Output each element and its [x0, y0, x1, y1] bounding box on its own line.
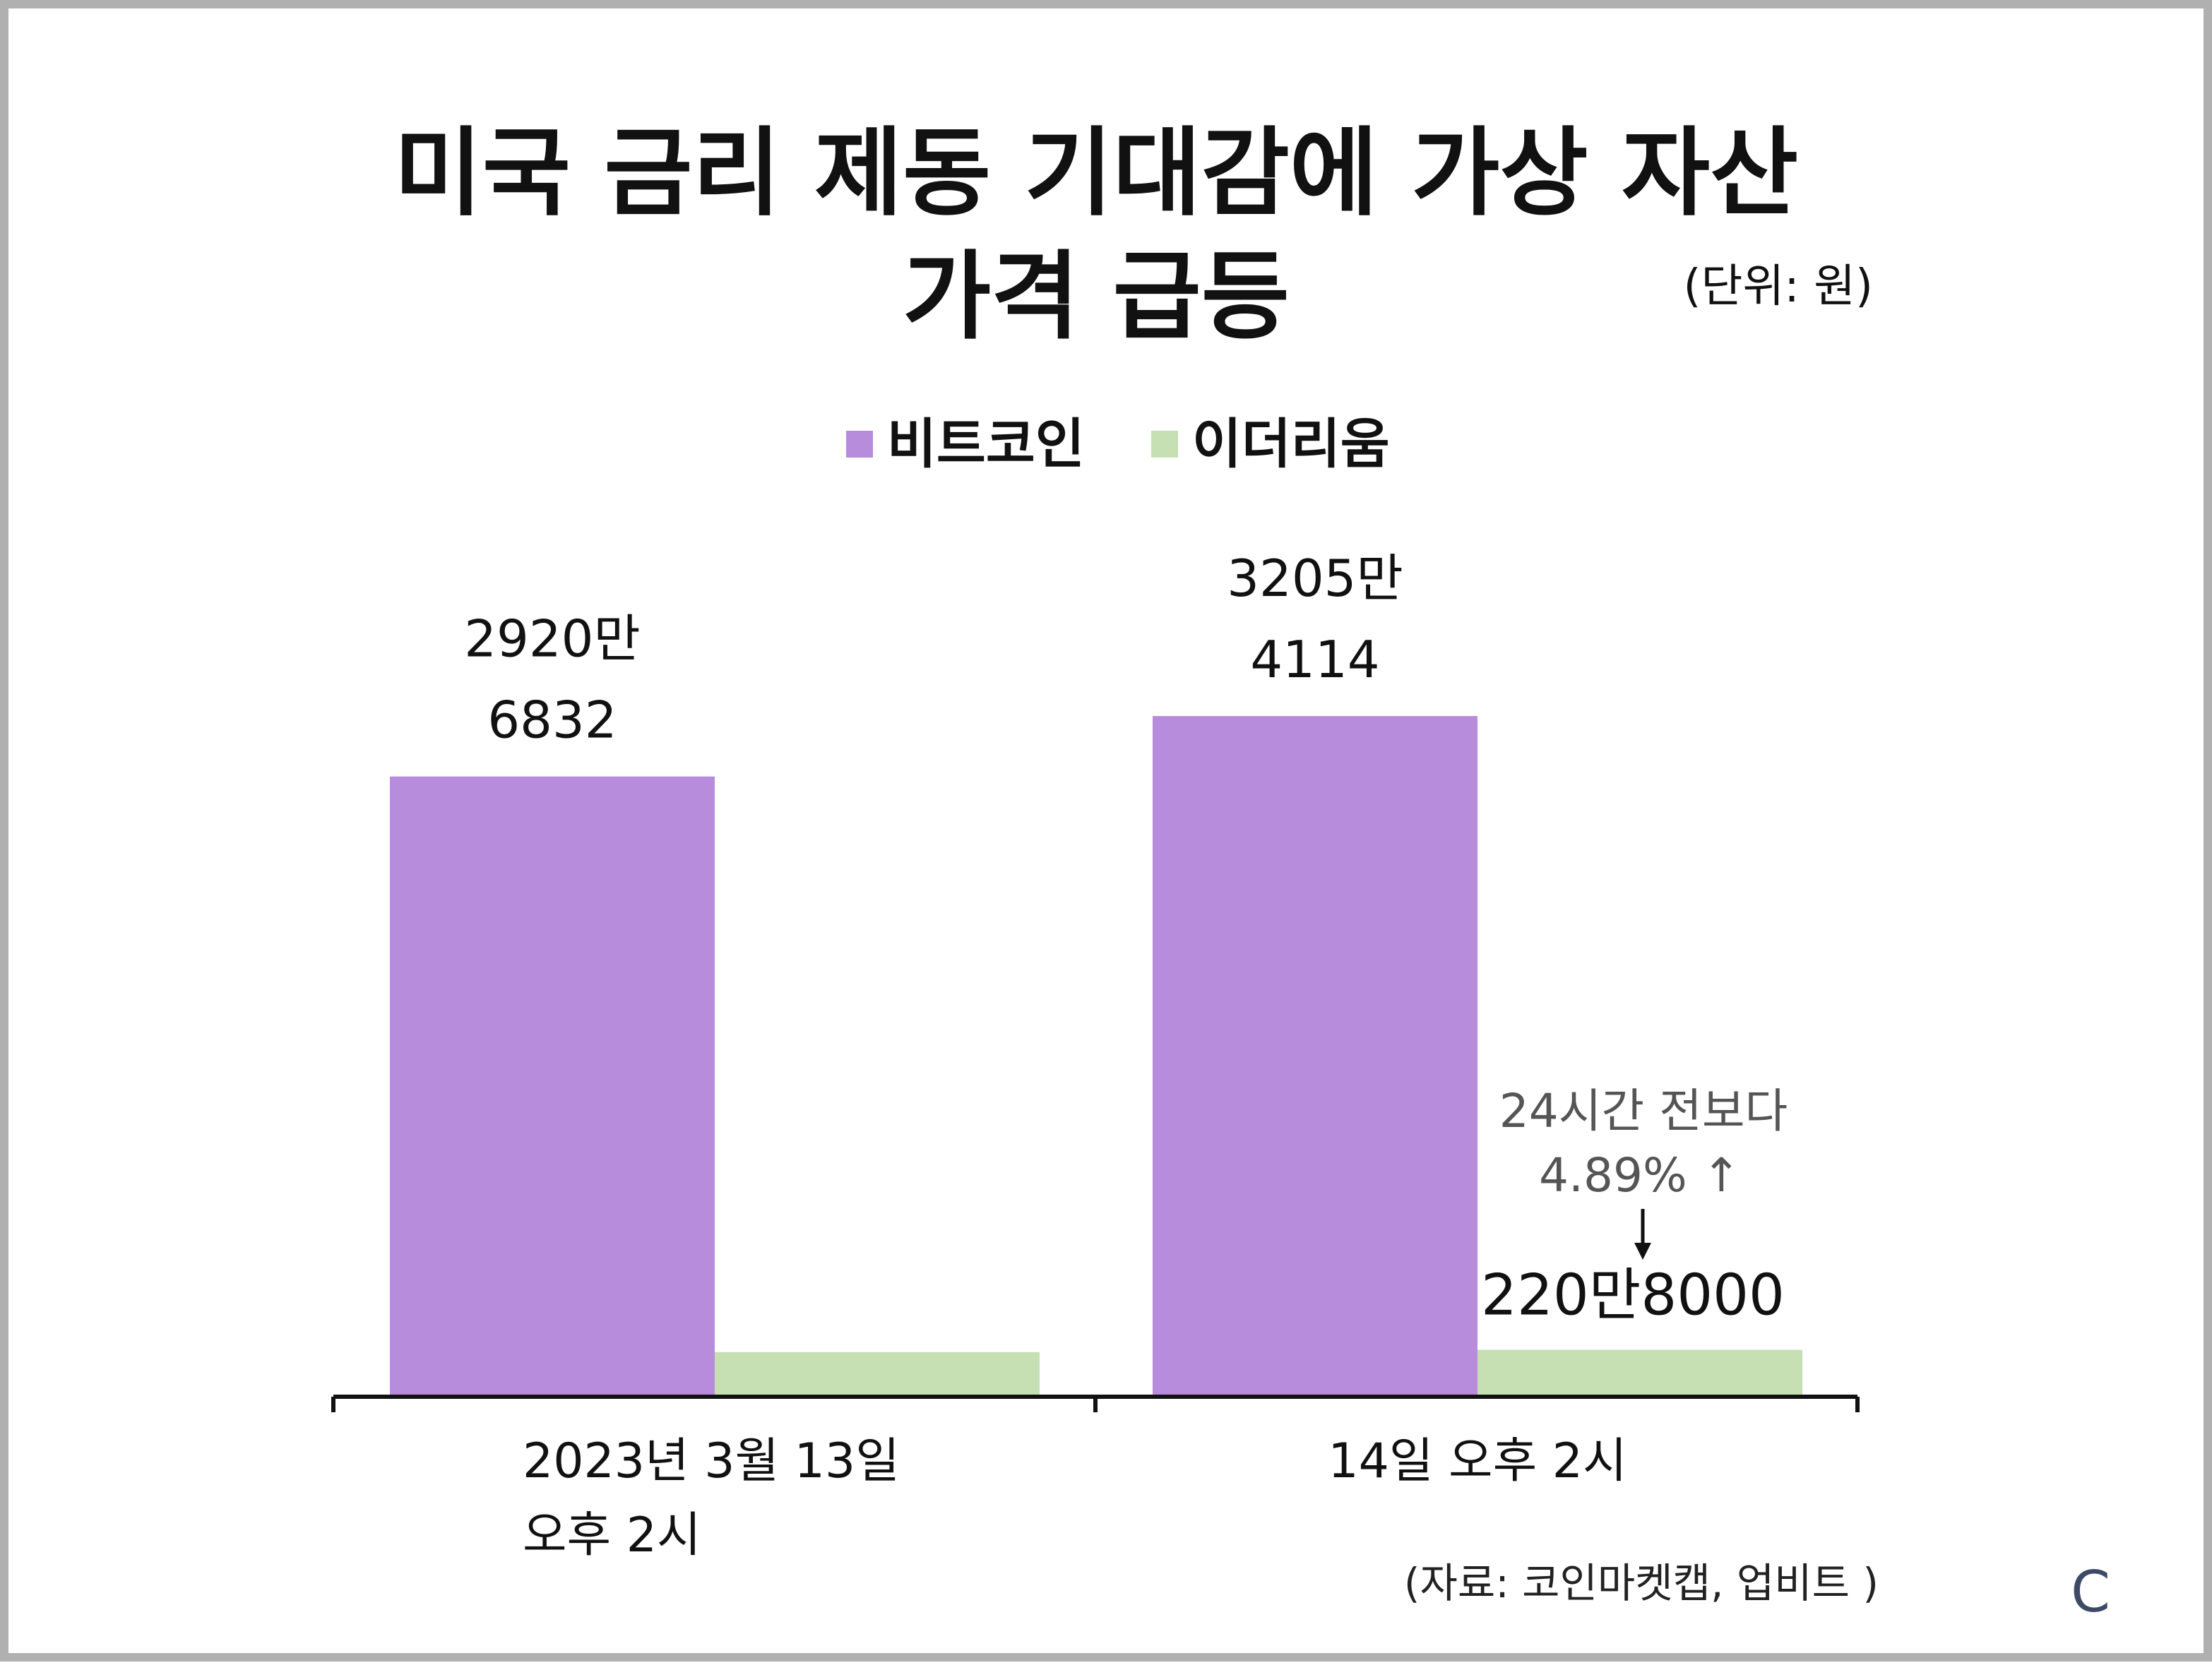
bar-bitcoin-03-14 — [1153, 716, 1477, 1397]
annotation-arrowhead — [1634, 1243, 1651, 1260]
legend-swatch-bitcoin — [846, 431, 873, 458]
data-label-bitcoin-1-line-1: 2920만 — [464, 609, 640, 669]
bar-ethereum-03-14 — [1477, 1349, 1802, 1397]
corner-mark: C — [2071, 1559, 2110, 1625]
data-label-bitcoin-2-line-1: 3205만 — [1227, 549, 1403, 608]
x-tick-label-2: 14일 오후 2시 — [1328, 1433, 1627, 1489]
legend-label-ethereum: 이더리움 — [1192, 412, 1390, 475]
legend-swatch-ethereum — [1151, 431, 1178, 458]
annotation-line-2: 4.89% ↑ — [1539, 1148, 1741, 1203]
legend-label-bitcoin: 비트코인 — [887, 412, 1085, 475]
x-tick-label-1-line-2: 오후 2시 — [523, 1508, 701, 1563]
chart-canvas: 미국 금리 제동 기대감에 가상 자산 가격 급등 (단위: 원) 비트코인 이… — [331, 118, 2110, 1625]
source-note: (자료: 코인마켓캡, 업비트 ) — [1404, 1559, 1879, 1607]
bar-bitcoin-2023-03-13 — [390, 776, 715, 1397]
annotation-line-1: 24시간 전보다 — [1499, 1084, 1788, 1138]
x-tick-label-1-line-1: 2023년 3월 13일 — [523, 1433, 900, 1489]
unit-note: (단위: 원) — [1684, 261, 1873, 313]
chart-title-line-2: 가격 급등 — [903, 241, 1290, 353]
bar-ethereum-2023-03-13 — [715, 1352, 1040, 1397]
data-label-bitcoin-2-line-2: 4114 — [1250, 630, 1379, 689]
data-label-ethereum-2: 220만8000 — [1481, 1263, 1785, 1328]
data-label-bitcoin-1-line-2: 6832 — [487, 691, 617, 750]
chart-title-line-1: 미국 금리 제동 기대감에 가상 자산 — [394, 118, 1798, 229]
